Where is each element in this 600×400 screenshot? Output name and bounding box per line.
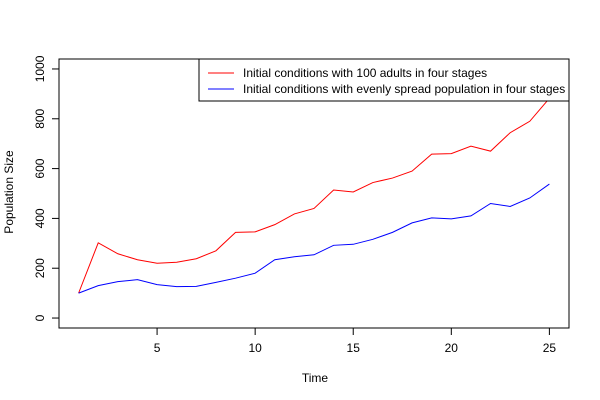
legend-label-series-2: Initial conditions with evenly spread po… [243, 82, 565, 96]
x-tick-label-10: 10 [248, 341, 262, 355]
x-tick-label-15: 15 [347, 341, 361, 355]
plot-data [78, 98, 550, 294]
y-tick-label-0: 0 [33, 314, 47, 321]
y-tick-label-600: 600 [33, 158, 47, 178]
legend-label-series-1: Initial conditions with 100 adults in fo… [243, 66, 487, 80]
y-tick-label-1000: 1000 [33, 55, 47, 82]
legend-box [198, 58, 570, 102]
y-axis-title: Population Size [2, 150, 16, 234]
y-axis: 0 200 400 600 800 1000 [33, 55, 59, 321]
y-tick-label-200: 200 [33, 258, 47, 278]
x-axis-title: Time [302, 371, 329, 385]
series-line-1 [78, 98, 550, 294]
x-axis: 5 10 15 20 25 [154, 328, 557, 355]
x-tick-label-25: 25 [543, 341, 557, 355]
x-tick-label-5: 5 [154, 341, 161, 355]
y-tick-label-400: 400 [33, 208, 47, 228]
legend: Initial conditions with 100 adults in fo… [198, 58, 570, 102]
series-line-2 [78, 183, 550, 294]
x-tick-label-20: 20 [445, 341, 459, 355]
y-tick-label-800: 800 [33, 108, 47, 128]
